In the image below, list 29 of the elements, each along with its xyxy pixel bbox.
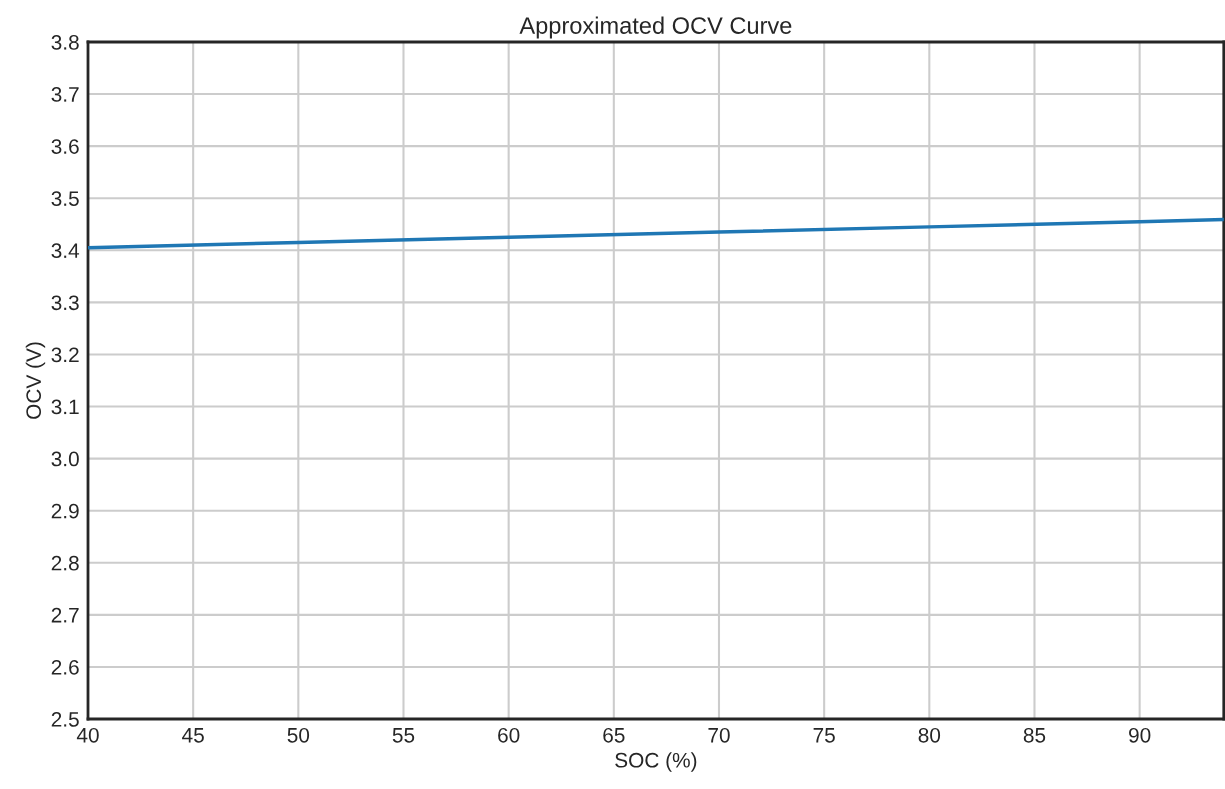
y-tick-label: 2.6: [51, 659, 79, 675]
y-tick-label: 3.6: [51, 139, 79, 154]
x-tick-label: 80: [918, 727, 941, 743]
x-axis-title: SOC (%): [615, 752, 697, 772]
y-tick-label: 3.1: [51, 399, 79, 415]
x-tick-label: 45: [182, 728, 204, 743]
x-tick-label: 60: [498, 727, 520, 743]
x-tick-label: 40: [76, 727, 99, 743]
y-tick-label: 2.8: [51, 555, 79, 571]
y-tick-label: 3.8: [51, 35, 79, 50]
x-tick-label: 50: [287, 727, 310, 743]
x-tick-label: 85: [1023, 727, 1046, 743]
chart-title: Approximated OCV Curve: [519, 16, 792, 39]
y-axis-title: OCV (V): [25, 342, 46, 419]
line-series: [88, 217, 1224, 250]
x-tick-label: 90: [1129, 727, 1151, 743]
y-tick-label: 3.3: [51, 295, 79, 311]
x-tick-label: 70: [708, 727, 730, 743]
y-tick-label: 2.9: [51, 503, 79, 519]
y-tick-label: 2.7: [51, 607, 79, 623]
x-tick-label: 55: [392, 728, 415, 743]
y-tick-label: 3.2: [51, 347, 79, 363]
y-tick-label: 3.7: [51, 87, 79, 102]
y-tick-label: 3.0: [51, 451, 79, 467]
y-tick-label: 2.5: [51, 712, 79, 727]
y-tick-label: 3.4: [51, 243, 80, 259]
x-tick-label: 65: [603, 727, 625, 743]
y-tick-label: 3.5: [51, 191, 79, 206]
x-tick-label: 75: [813, 728, 835, 743]
